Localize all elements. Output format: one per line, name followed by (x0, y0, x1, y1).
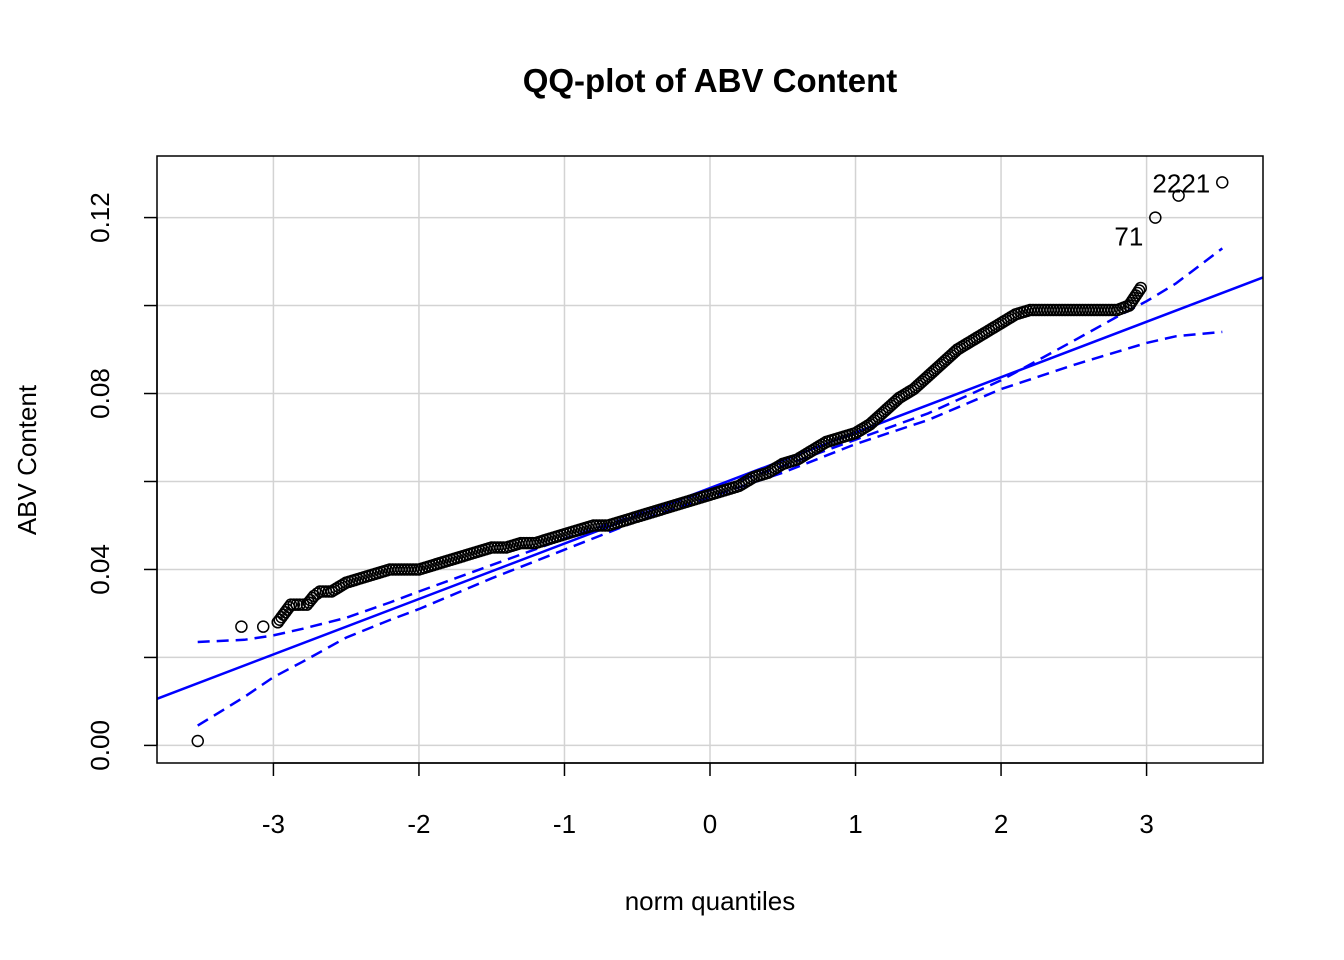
x-tick-label-1: -2 (407, 809, 430, 839)
data-point-329 (1149, 211, 1162, 224)
data-points (191, 176, 1229, 748)
y-tick-label-2: 0.04 (85, 544, 115, 595)
data-point-1 (235, 620, 248, 633)
data-point-331 (1216, 176, 1229, 189)
reference-line-path (156, 276, 1264, 700)
y-axis-label: ABV Content (12, 384, 42, 535)
y-tick-label-6: 0.12 (85, 192, 115, 243)
x-tick-label-4: 1 (848, 809, 862, 839)
y-axis: 0.00 0.04 0.08 0.12 (85, 192, 158, 771)
x-tick-label-0: -3 (262, 809, 285, 839)
data-point-0 (191, 734, 204, 748)
chart-title: QQ-plot of ABV Content (523, 62, 898, 99)
point-label-0: 2221 (1152, 168, 1210, 198)
x-axis: -3 -2 -1 0 1 2 3 (262, 762, 1154, 839)
grid (157, 156, 1263, 763)
data-point-21 (310, 587, 324, 600)
y-tick-label-4: 0.08 (85, 368, 115, 419)
data-point-15 (297, 598, 310, 611)
data-point-2 (256, 620, 270, 633)
data-point-14 (293, 598, 306, 611)
y-tick-label-0: 0.00 (85, 720, 115, 771)
x-tick-label-5: 2 (994, 809, 1008, 839)
data-point-328 (1134, 281, 1148, 295)
x-tick-label-3: 0 (703, 809, 717, 839)
data-point-327 (1132, 284, 1146, 297)
x-axis-label: norm quantiles (625, 886, 796, 916)
x-tick-label-6: 3 (1139, 809, 1153, 839)
point-labels: 2221 71 (1114, 168, 1210, 251)
data-point-330 (1172, 189, 1185, 202)
point-label-1: 71 (1114, 222, 1143, 252)
reference-line (156, 276, 1264, 700)
x-tick-label-2: -1 (553, 809, 576, 839)
